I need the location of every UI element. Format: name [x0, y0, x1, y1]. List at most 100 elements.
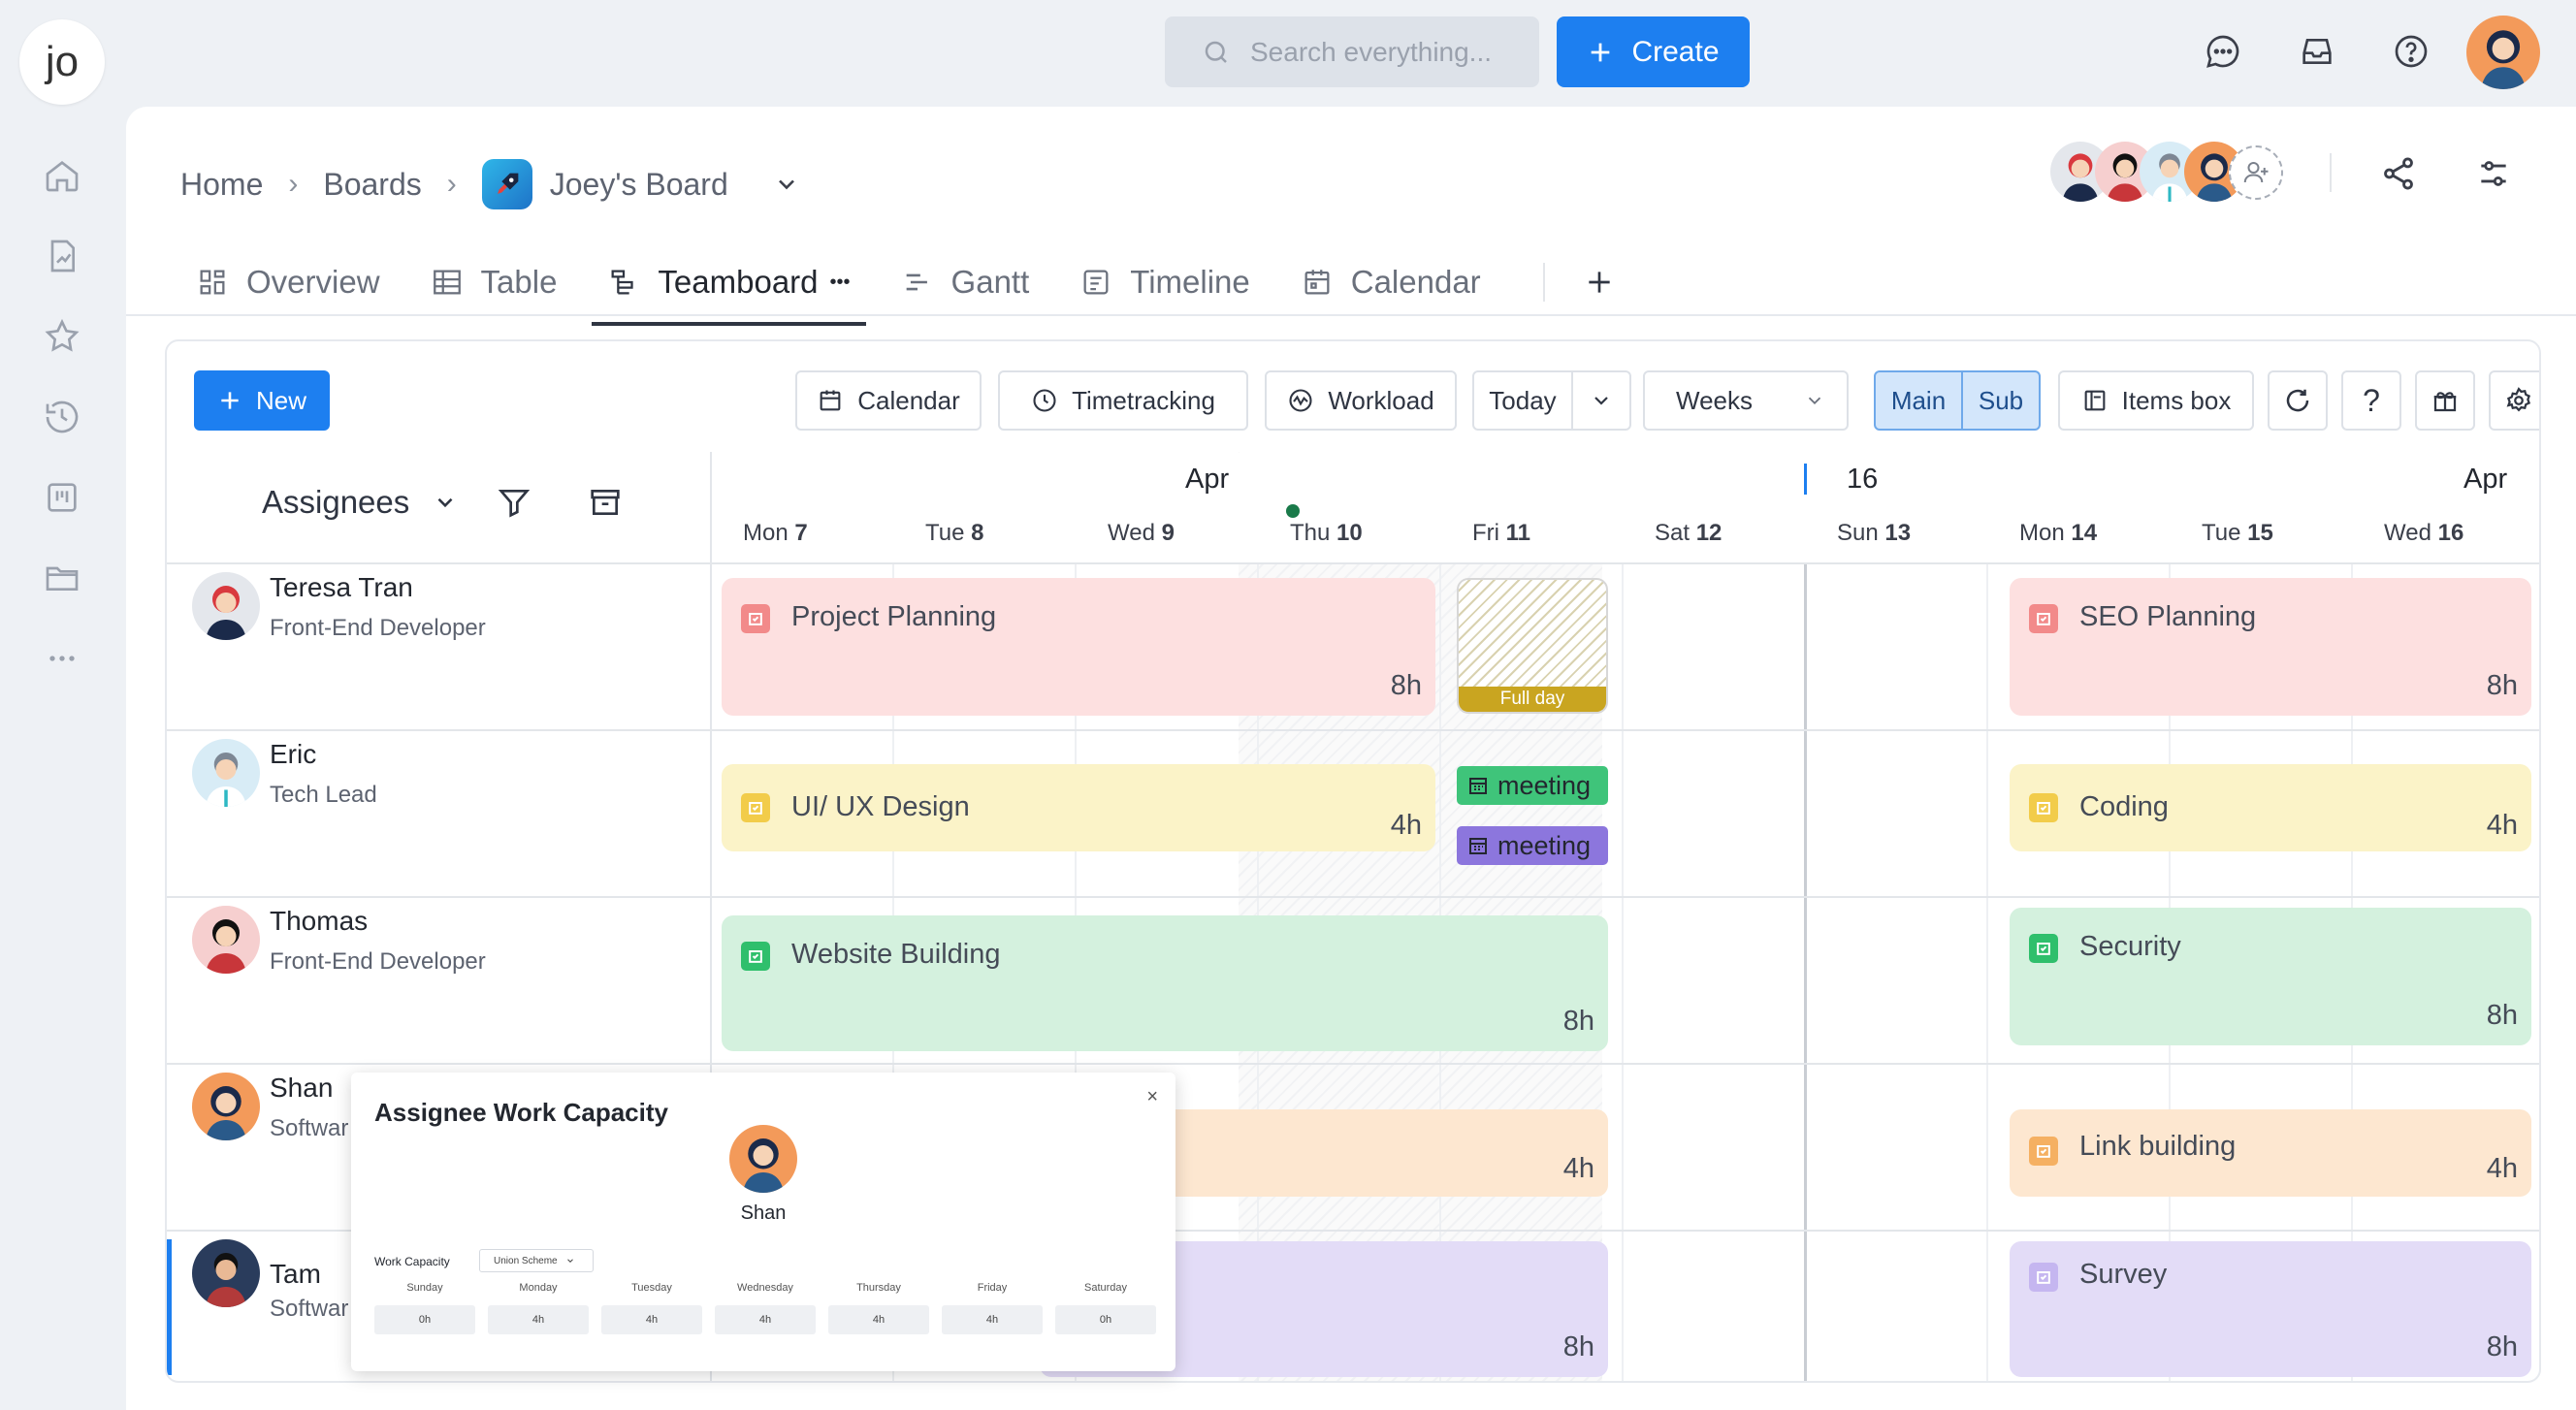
- weeks-select[interactable]: Weeks: [1643, 370, 1849, 431]
- star-icon[interactable]: [40, 314, 84, 359]
- breadcrumb-board[interactable]: Joey's Board: [549, 166, 728, 202]
- task-card[interactable]: Survey 8h: [2010, 1241, 2531, 1377]
- filter-settings-icon[interactable]: [2469, 149, 2518, 198]
- calendar-button[interactable]: Calendar: [795, 370, 982, 431]
- month-label: Apr: [1185, 464, 1230, 495]
- inbox-icon[interactable]: [2293, 27, 2341, 76]
- board-icon[interactable]: [40, 475, 84, 520]
- assignee-row[interactable]: Shan Softwar: [192, 1073, 348, 1142]
- today-dot: [1286, 504, 1300, 518]
- add-member-icon[interactable]: [2229, 145, 2283, 200]
- tab-label: Overview: [246, 264, 380, 300]
- view-tabs: Overview Table Teamboard ••• Gantt Timel…: [180, 239, 1630, 326]
- timetracking-button[interactable]: Timetracking: [998, 370, 1248, 431]
- more-icon[interactable]: [40, 636, 84, 681]
- task-card[interactable]: UI/ UX Design 4h: [722, 764, 1435, 851]
- user-avatar[interactable]: [2466, 16, 2540, 89]
- meeting-label: meeting: [1497, 830, 1592, 860]
- capacity-day-input[interactable]: 4h: [828, 1305, 929, 1334]
- member-avatar[interactable]: [2095, 142, 2155, 202]
- assignee-name: Teresa Tran: [270, 572, 413, 602]
- capacity-day-input[interactable]: 0h: [1055, 1305, 1156, 1334]
- plus-icon: [1592, 43, 1610, 61]
- grid-line: [1622, 562, 1624, 1381]
- app-logo[interactable]: jo: [19, 19, 105, 105]
- items-box-icon: [2084, 390, 2106, 411]
- filter-icon[interactable]: [495, 483, 533, 522]
- archive-icon[interactable]: [586, 483, 625, 522]
- chat-icon[interactable]: [2199, 27, 2247, 76]
- calendar-icon: [1469, 778, 1487, 794]
- tab-label: Calendar: [1350, 264, 1481, 300]
- sub-toggle[interactable]: Sub: [1961, 370, 2041, 431]
- main-toggle[interactable]: Main: [1874, 370, 1963, 431]
- meeting-chip[interactable]: meeting: [1457, 826, 1608, 865]
- folder-icon[interactable]: [40, 556, 84, 600]
- table-icon: [433, 270, 461, 295]
- tab-timeline[interactable]: Timeline: [1064, 239, 1265, 326]
- task-icon: [741, 942, 770, 971]
- help-icon[interactable]: [2387, 27, 2435, 76]
- assignee-row[interactable]: Thomas Front-End Developer: [192, 906, 486, 976]
- capacity-day-input[interactable]: 4h: [715, 1305, 816, 1334]
- avatar: [192, 906, 260, 974]
- close-icon[interactable]: ×: [1146, 1086, 1158, 1107]
- assignee-name: Thomas: [270, 906, 369, 936]
- assignee-row[interactable]: Tam Softwar: [192, 1239, 348, 1323]
- tab-table[interactable]: Table: [415, 239, 573, 326]
- new-button[interactable]: New: [194, 370, 330, 431]
- meeting-chip[interactable]: meeting: [1457, 766, 1608, 805]
- capacity-day: Saturday 0h: [1055, 1282, 1156, 1334]
- time-off-card[interactable]: Full day: [1457, 578, 1608, 714]
- capacity-day-input[interactable]: 4h: [942, 1305, 1043, 1334]
- today-button[interactable]: Today: [1472, 370, 1573, 431]
- chevron-down-icon[interactable]: [433, 490, 458, 515]
- task-icon: [2029, 934, 2058, 963]
- task-hours: 4h: [1562, 1153, 1594, 1184]
- scheme-select[interactable]: Union Scheme: [479, 1249, 594, 1272]
- task-card[interactable]: Project Planning 8h: [722, 578, 1435, 716]
- tab-calendar[interactable]: Calendar: [1285, 239, 1497, 326]
- reports-icon[interactable]: [40, 234, 84, 278]
- task-card[interactable]: SEO Planning 8h: [2010, 578, 2531, 716]
- task-card[interactable]: Coding 4h: [2010, 764, 2531, 851]
- share-icon[interactable]: [2374, 149, 2423, 198]
- capacity-day-input[interactable]: 4h: [601, 1305, 702, 1334]
- capacity-day-input[interactable]: 0h: [374, 1305, 475, 1334]
- chevron-down-icon: [1808, 397, 1821, 405]
- add-view-button[interactable]: [1568, 239, 1630, 326]
- task-card[interactable]: Link building 4h: [2010, 1109, 2531, 1197]
- home-icon[interactable]: [40, 153, 84, 198]
- create-button[interactable]: Create: [1557, 16, 1750, 87]
- tab-overview[interactable]: Overview: [180, 239, 396, 326]
- help-button[interactable]: ?: [2341, 370, 2401, 431]
- today-dropdown[interactable]: [1571, 370, 1631, 431]
- tab-more-icon[interactable]: •••: [829, 271, 851, 293]
- tab-gantt[interactable]: Gantt: [886, 239, 1046, 326]
- task-card[interactable]: Security 8h: [2010, 908, 2531, 1045]
- full-day-badge: Full day: [1459, 687, 1606, 712]
- gift-button[interactable]: [2415, 370, 2475, 431]
- assignee-row[interactable]: Teresa Tran Front-End Developer: [192, 572, 486, 642]
- weeks-label: Weeks: [1676, 385, 1753, 415]
- tab-teamboard[interactable]: Teamboard •••: [592, 239, 866, 326]
- settings-button[interactable]: [2489, 370, 2539, 431]
- task-hours: 8h: [1562, 1006, 1594, 1037]
- items-box-button[interactable]: Items box: [2058, 370, 2254, 431]
- workload-button[interactable]: Workload: [1265, 370, 1457, 431]
- search-input[interactable]: Search everything...: [1165, 16, 1539, 87]
- task-hours: 4h: [1390, 810, 1422, 841]
- assignee-name: Shan: [270, 1073, 334, 1103]
- chevron-down-icon[interactable]: [773, 171, 800, 198]
- assignees-label[interactable]: Assignees: [262, 484, 410, 520]
- member-avatar[interactable]: [2184, 142, 2244, 202]
- history-icon[interactable]: [40, 395, 84, 439]
- breadcrumb-boards[interactable]: Boards: [323, 166, 422, 202]
- assignee-row[interactable]: Eric Tech Lead: [192, 739, 377, 809]
- tabs-divider: [126, 314, 2576, 316]
- capacity-day-input[interactable]: 4h: [488, 1305, 589, 1334]
- task-card[interactable]: Website Building 8h: [722, 915, 1608, 1051]
- breadcrumb-home[interactable]: Home: [180, 166, 264, 202]
- refresh-button[interactable]: [2268, 370, 2328, 431]
- capacity-day-label: Sunday: [406, 1282, 443, 1294]
